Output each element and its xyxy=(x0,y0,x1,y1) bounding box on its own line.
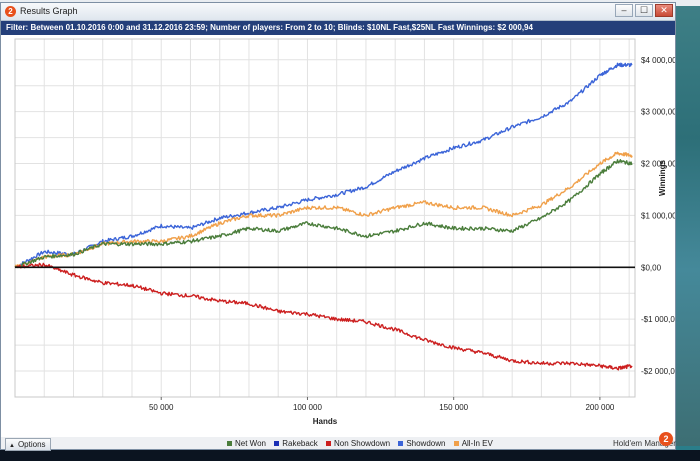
series-non-showdown-line xyxy=(14,262,633,371)
legend-label: Rakeback xyxy=(282,439,318,448)
net-won-swatch xyxy=(227,441,232,447)
y-tick-label: $1 000,00 xyxy=(641,211,675,220)
plot-border xyxy=(14,38,636,398)
x-axis-label: Hands xyxy=(313,417,338,426)
options-button[interactable]: ▲ Options xyxy=(5,438,51,451)
y-tick-label: $3 000,00 xyxy=(641,108,675,117)
y-tick-label: $2 000,00 xyxy=(641,160,675,169)
triangle-up-icon: ▲ xyxy=(9,443,15,449)
rakeback-swatch xyxy=(274,441,280,447)
legend-item-showdown[interactable]: Showdown xyxy=(398,439,445,448)
maximize-button[interactable]: ☐ xyxy=(635,4,653,17)
y-axis: $4 000,00 $3 000,00 $2 000,00 $1 000,00 $0,0… xyxy=(641,56,675,376)
legend-label: All-In EV xyxy=(461,439,493,448)
y-tick-label: -$1 000,00 xyxy=(641,315,675,324)
options-label: Options xyxy=(17,440,46,449)
y-tick-label: $4 000,00 xyxy=(641,56,675,65)
background-strip-right xyxy=(676,6,700,446)
legend-label: Non Showdown xyxy=(334,439,391,448)
chart-legend: Net Won Rakeback Non Showdown Showdown A… xyxy=(227,439,499,448)
legend-label: Net Won xyxy=(235,439,266,448)
taskbar-strip xyxy=(0,450,700,461)
window-title: Results Graph xyxy=(20,6,78,16)
legend-item-rakeback[interactable]: Rakeback xyxy=(274,439,318,448)
chart-background xyxy=(1,35,675,437)
all-in-ev-swatch xyxy=(453,441,459,447)
showdown-swatch xyxy=(398,441,404,447)
close-button[interactable]: ✕ xyxy=(655,4,673,17)
minimize-button[interactable]: – xyxy=(615,4,633,17)
non-showdown-swatch xyxy=(326,441,332,447)
series-showdown-line xyxy=(14,62,633,268)
y-tick-label: $0,00 xyxy=(641,263,662,272)
brand-label: Hold'em Manager xyxy=(613,439,676,448)
x-tick-label: 50 000 xyxy=(149,403,174,412)
results-graph-window: 2 Results Graph – ☐ ✕ Filter: Between 01… xyxy=(0,2,676,451)
title-bar[interactable]: 2 Results Graph – ☐ ✕ xyxy=(1,3,675,21)
x-tick-label: 100 000 xyxy=(293,403,322,412)
x-axis: 50 000 100 000 150 000 200 000 xyxy=(149,397,615,412)
x-tick-label: 200 000 xyxy=(585,403,614,412)
series-all-in-ev-line xyxy=(14,151,633,268)
legend-item-net-won[interactable]: Net Won xyxy=(227,439,266,448)
app-logo-icon: 2 xyxy=(5,6,16,17)
filter-summary: Filter: Between 01.10.2016 0:00 and 31.1… xyxy=(1,21,675,35)
bottom-bar: ▲ Options Net Won Rakeback Non Showdown S… xyxy=(1,432,676,451)
y-axis-label: Winnings xyxy=(658,159,667,195)
y-tick-label: -$2 000,00 xyxy=(641,367,675,376)
legend-label: Showdown xyxy=(406,439,446,448)
legend-item-all-in-ev[interactable]: All-In EV xyxy=(453,439,493,448)
results-chart: 50 000 100 000 150 000 200 000 $4 000,00 $3 … xyxy=(1,35,675,437)
series-net-won-line xyxy=(14,158,633,269)
legend-item-non-showdown[interactable]: Non Showdown xyxy=(326,439,390,448)
chart-series xyxy=(14,62,633,371)
chart-grid xyxy=(14,38,636,398)
x-tick-label: 150 000 xyxy=(439,403,468,412)
brand-logo-icon: 2 xyxy=(659,432,673,446)
